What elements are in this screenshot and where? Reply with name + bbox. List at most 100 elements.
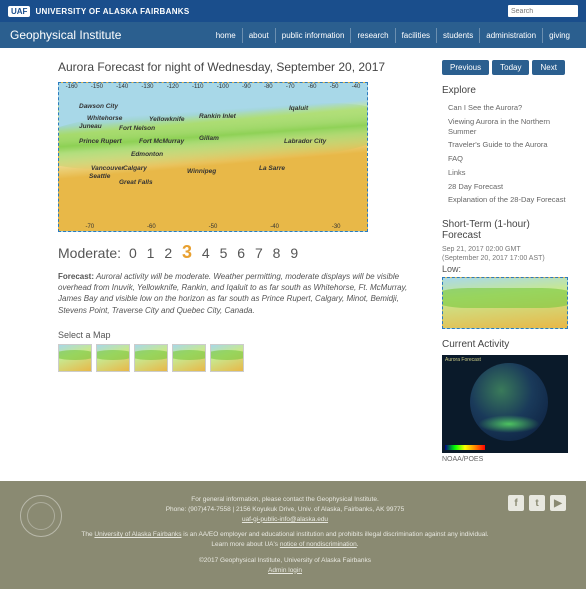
current-activity-image[interactable]: Aurora Forecast [442,355,568,453]
longitude-labels-bottom: -70-60-50-40-30 [59,224,367,230]
explore-link[interactable]: 28 Day Forecast [442,180,568,194]
map-thumb-1[interactable] [58,344,92,372]
scale-digit-8: 8 [273,245,284,261]
explore-link[interactable]: Can I See the Aurora? [442,101,568,115]
city-label: Iqaluit [289,105,308,112]
twitter-icon[interactable]: t [529,495,545,511]
date-nav-buttons: PreviousTodayNext [442,60,568,75]
footer: For general information, please contact … [0,481,586,589]
footer-copyright: ©2017 Geophysical Institute, University … [78,556,492,566]
explore-link[interactable]: Links [442,166,568,180]
facebook-icon[interactable]: f [508,495,524,511]
explore-link[interactable]: Traveler's Guide to the Aurora [442,138,568,152]
footer-nondiscrim-link[interactable]: notice of nondiscrimination [280,541,357,548]
city-label: Vancouver [91,165,124,172]
footer-email-link[interactable]: uaf-gi-public-info@alaska.edu [242,516,328,523]
social-icons: f t ▶ [508,495,566,511]
scale-digit-1: 1 [147,245,158,261]
nav-item-facilities[interactable]: facilities [396,28,437,43]
nav-item-about[interactable]: about [243,28,276,43]
city-label: La Sarre [259,165,285,172]
short-term-time2: (September 20, 2017 17:00 AST) [442,255,568,262]
previous-button[interactable]: Previous [442,60,489,75]
globe-icon [470,363,548,441]
city-label: Fort Nelson [119,125,155,132]
map-thumb-3[interactable] [134,344,168,372]
page-title: Aurora Forecast for night of Wednesday, … [58,60,430,74]
explore-link[interactable]: FAQ [442,152,568,166]
city-label: Whitehorse [87,115,122,122]
city-label: Labrador City [284,138,326,145]
city-label: Rankin Inlet [199,113,236,120]
main-column: Aurora Forecast for night of Wednesday, … [58,60,430,463]
footer-text: For general information, please contact … [78,495,492,575]
university-name: UNIVERSITY OF ALASKA FAIRBANKS [35,7,189,16]
scale-digit-5: 5 [220,245,231,261]
forecast-body: Auroral activity will be moderate. Weath… [58,272,407,315]
scale-digit-0: 0 [129,245,140,261]
city-label: Prince Rupert [79,138,122,145]
short-term-map[interactable] [442,277,568,329]
short-term-level: Low: [442,264,568,274]
colorbar [445,445,485,450]
activity-scale: Moderate: 0 1 2 3 4 5 6 7 8 9 [58,242,430,263]
short-term-time: Sep 21, 2017 02:00 GMT [442,246,568,253]
scale-digit-3: 3 [182,242,195,262]
scale-digit-4: 4 [202,245,213,261]
current-activity-heading: Current Activity [442,339,568,350]
noaa-credit: NOAA/POES [442,456,568,463]
explore-link[interactable]: Explanation of the 28-Day Forecast [442,193,568,207]
city-label: Fort McMurray [139,138,184,145]
explore-links: Can I See the Aurora?Viewing Aurora in t… [442,101,568,207]
footer-uaf-link[interactable]: University of Alaska Fairbanks [94,531,181,538]
main-nav: homeaboutpublic informationresearchfacil… [210,28,576,43]
nav-item-home[interactable]: home [210,28,243,43]
explore-heading: Explore [442,85,568,96]
next-button[interactable]: Next [532,60,564,75]
select-map-label: Select a Map [58,330,430,340]
map-thumb-2[interactable] [96,344,130,372]
topbar: UAF UNIVERSITY OF ALASKA FAIRBANKS [0,0,586,22]
youtube-icon[interactable]: ▶ [550,495,566,511]
sidebar: PreviousTodayNext Explore Can I See the … [442,60,568,463]
uaf-seal-icon [20,495,62,537]
admin-login-link[interactable]: Admin login [268,567,302,574]
map-thumb-4[interactable] [172,344,206,372]
scale-digit-7: 7 [255,245,266,261]
explore-link[interactable]: Viewing Aurora in the Northern Summer [442,115,568,139]
scale-digit-6: 6 [237,245,248,261]
city-label: Seattle [89,173,110,180]
subbar: Geophysical Institute homeaboutpublic in… [0,22,586,48]
uaf-logo[interactable]: UAF [8,6,30,17]
footer-line2: Phone: (907)474-7558 | 2156 Koyukuk Driv… [78,505,492,515]
search-input[interactable] [508,5,578,17]
scale-digit-9: 9 [290,245,301,261]
scale-label: Moderate: [58,245,121,261]
city-label: Yellowknife [149,116,185,123]
aurora-map[interactable]: -160-150-140-130-120-110-100-90-80-70-60… [58,82,368,232]
city-label: Calgary [123,165,147,172]
longitude-labels-top: -160-150-140-130-120-110-100-90-80-70-60… [59,84,367,90]
short-term-heading: Short-Term (1-hour) Forecast [442,219,568,241]
topbar-left: UAF UNIVERSITY OF ALASKA FAIRBANKS [8,6,190,17]
today-button[interactable]: Today [492,60,529,75]
nav-item-administration[interactable]: administration [480,28,543,43]
map-thumbnails [58,344,430,372]
nav-item-students[interactable]: students [437,28,480,43]
city-label: Dawson City [79,103,118,110]
city-label: Gillam [199,135,219,142]
forecast-label: Forecast: [58,272,94,281]
scale-digits: 0 1 2 3 4 5 6 7 8 9 [129,245,301,261]
footer-line1: For general information, please contact … [78,495,492,505]
site-title[interactable]: Geophysical Institute [10,28,121,42]
nav-item-public-information[interactable]: public information [276,28,352,43]
city-label: Juneau [79,123,102,130]
activity-img-title: Aurora Forecast [445,357,481,363]
forecast-text: Forecast: Auroral activity will be moder… [58,271,430,316]
scale-digit-2: 2 [164,245,175,261]
nav-item-giving[interactable]: giving [543,28,576,43]
map-thumb-5[interactable] [210,344,244,372]
city-label: Great Falls [119,179,153,186]
content: Aurora Forecast for night of Wednesday, … [0,48,586,481]
nav-item-research[interactable]: research [351,28,395,43]
